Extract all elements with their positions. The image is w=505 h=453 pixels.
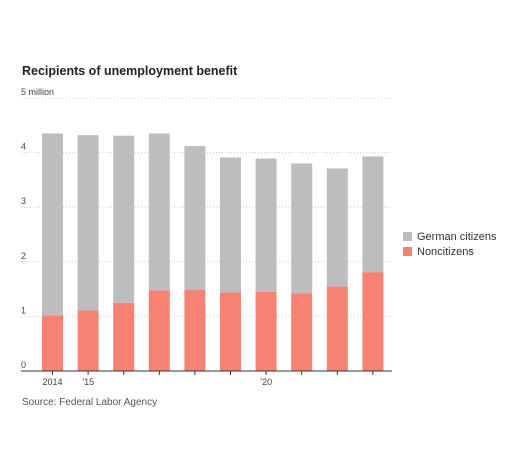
bar-noncitizens bbox=[77, 310, 99, 371]
bar-noncitizens bbox=[291, 293, 313, 371]
y-tick-label: 0 bbox=[21, 360, 26, 370]
source-note: Source: Federal Labor Agency bbox=[22, 397, 158, 408]
y-axis-unit-label: 5 million bbox=[21, 87, 54, 97]
bar-german-citizens bbox=[148, 133, 170, 291]
bar-german-citizens bbox=[362, 156, 384, 273]
legend-item-german-citizens: German citizens bbox=[403, 229, 496, 244]
x-tick-label: ’20 bbox=[260, 377, 272, 387]
legend-label-noncitizens: Noncitizens bbox=[417, 245, 474, 258]
bar-noncitizens bbox=[148, 290, 170, 371]
bar-noncitizens bbox=[362, 272, 384, 371]
bar-noncitizens bbox=[184, 289, 206, 371]
bar-german-citizens bbox=[255, 158, 277, 292]
y-tick-label: 3 bbox=[21, 196, 26, 206]
x-tick-label: ’15 bbox=[82, 377, 94, 387]
y-tick-label: 4 bbox=[21, 142, 26, 152]
y-tick-label: 1 bbox=[21, 305, 26, 315]
legend-item-noncitizens: Noncitizens bbox=[403, 244, 496, 259]
legend-label-german-citizens: German citizens bbox=[417, 230, 497, 243]
bar-noncitizens bbox=[42, 315, 63, 371]
bar-german-citizens bbox=[77, 135, 99, 311]
bar-noncitizens bbox=[113, 302, 135, 371]
bar-german-citizens bbox=[326, 168, 348, 287]
bar-german-citizens bbox=[42, 133, 63, 316]
bar-noncitizens bbox=[255, 291, 277, 371]
legend-swatch-german-citizens bbox=[403, 232, 412, 241]
bar-noncitizens bbox=[220, 292, 241, 371]
bar-german-citizens bbox=[220, 157, 241, 293]
legend-swatch-noncitizens bbox=[403, 247, 412, 256]
chart-title: Recipients of unemployment benefit bbox=[22, 64, 238, 78]
bar-german-citizens bbox=[291, 163, 313, 294]
bar-german-citizens bbox=[184, 146, 206, 290]
x-tick-label: 2014 bbox=[42, 377, 62, 387]
y-tick-label: 2 bbox=[21, 251, 26, 261]
bar-noncitizens bbox=[326, 286, 348, 371]
bar-german-citizens bbox=[113, 135, 135, 303]
legend: German citizens Noncitizens bbox=[403, 229, 496, 259]
